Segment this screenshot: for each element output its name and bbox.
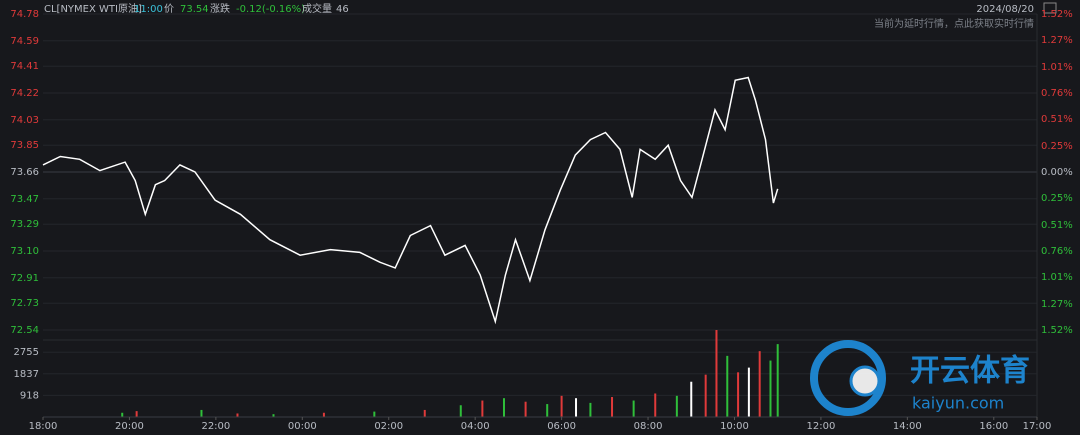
volume-bar <box>769 360 772 417</box>
x-tick-label: 04:00 <box>461 421 490 432</box>
volume-bar <box>236 413 239 417</box>
x-tick-label: 20:00 <box>115 421 144 432</box>
volume-bar <box>373 411 376 417</box>
y2-tick-label: 1.52% <box>1041 325 1073 336</box>
y-tick-label: 72.73 <box>10 298 39 309</box>
volume: 46 <box>336 4 349 15</box>
y-tick-label: 73.10 <box>10 246 39 257</box>
volume-bar <box>481 400 484 417</box>
volume-bar <box>758 351 761 417</box>
volume-bar <box>611 397 614 417</box>
y-tick-label: 73.29 <box>10 219 39 230</box>
volume-tick-label: 1837 <box>14 369 39 380</box>
y-tick-label: 74.22 <box>10 88 39 99</box>
y2-tick-label: 0.76% <box>1041 246 1073 257</box>
toggle-icon[interactable] <box>1043 2 1057 14</box>
volume-bar <box>726 355 729 417</box>
y-tick-label: 72.91 <box>10 273 39 284</box>
volume-bar <box>704 374 707 417</box>
volume-bar <box>776 344 779 417</box>
x-tick-label: 00:00 <box>288 421 317 432</box>
x-tick-label: 12:00 <box>806 421 835 432</box>
volume-tick-label: 2755 <box>14 347 39 358</box>
x-tick-label: 08:00 <box>634 421 663 432</box>
symbol: CL[NYMEX WTI原油] <box>44 2 142 15</box>
y2-tick-label: 0.25% <box>1041 141 1073 152</box>
volume-bar <box>322 412 325 417</box>
volume-bar <box>690 381 693 417</box>
y2-tick-label: 1.27% <box>1041 299 1073 310</box>
volume-bar <box>121 412 124 417</box>
y-tick-label: 74.03 <box>10 115 39 126</box>
volume-bar <box>747 367 750 417</box>
x-tick-label: 18:00 <box>29 421 58 432</box>
x-tick-label: 10:00 <box>720 421 749 432</box>
y2-tick-label: 1.01% <box>1041 272 1073 283</box>
volume-bar <box>502 398 505 417</box>
volume-bar <box>546 404 549 417</box>
logo-ball <box>849 365 881 397</box>
price: 73.54 <box>180 4 209 15</box>
volume-bar <box>632 400 635 417</box>
y2-tick-label: 1.01% <box>1041 62 1073 73</box>
y2-tick-label: 0.00% <box>1041 167 1073 178</box>
volume-bar <box>589 402 592 417</box>
x-tick-label: 16:00 <box>979 421 1008 432</box>
x-tick-label: 02:00 <box>374 421 403 432</box>
volume-bar <box>272 414 275 417</box>
volume-bar <box>675 395 678 417</box>
volume-bar <box>135 411 138 417</box>
y-tick-label: 73.47 <box>10 194 39 205</box>
volume-bar <box>654 393 657 417</box>
price-label: 价 <box>164 3 174 15</box>
change: -0.12(-0.16%) <box>236 4 305 15</box>
y-tick-label: 74.59 <box>10 36 39 47</box>
x-tick-label: 14:00 <box>893 421 922 432</box>
y-tick-label: 73.85 <box>10 140 39 151</box>
volume-bar <box>524 401 527 417</box>
volume-bar <box>575 398 578 417</box>
volume-bar <box>715 330 718 417</box>
x-tick-label: 22:00 <box>201 421 230 432</box>
y-tick-label: 74.41 <box>10 61 39 72</box>
y2-tick-label: 0.76% <box>1041 88 1073 99</box>
logo-ring <box>810 340 886 416</box>
y2-tick-label: 1.52% <box>1041 9 1073 20</box>
date: 2024/08/20 <box>976 4 1034 15</box>
x-tick-label: 17:00 <box>1023 421 1052 432</box>
volume-tick-label: 918 <box>20 390 39 401</box>
volume-bar <box>560 395 563 417</box>
change-label: 涨跌 <box>210 2 230 15</box>
volume-bar <box>737 372 740 417</box>
volume-label: 成交量 <box>302 2 332 15</box>
x-tick-label: 06:00 <box>547 421 576 432</box>
quote-time: 11:00 <box>134 4 163 15</box>
volume-bar <box>459 405 462 417</box>
y-tick-label: 73.66 <box>10 167 39 178</box>
delay-notice[interactable]: 当前为延时行情，点此获取实时行情 <box>874 17 1034 30</box>
y2-tick-label: 0.51% <box>1041 114 1073 125</box>
price-line <box>42 76 779 325</box>
y-tick-label: 72.54 <box>10 325 39 336</box>
watermark-brand: 开云体育 <box>910 354 1030 389</box>
volume-bar <box>200 409 203 417</box>
y2-tick-label: 0.25% <box>1041 193 1073 204</box>
y2-tick-label: 0.51% <box>1041 220 1073 231</box>
volume-bar <box>423 409 426 417</box>
y-tick-label: 74.78 <box>10 9 39 20</box>
watermark-site: kaiyun.com <box>912 394 1004 413</box>
y2-tick-label: 1.27% <box>1041 35 1073 46</box>
